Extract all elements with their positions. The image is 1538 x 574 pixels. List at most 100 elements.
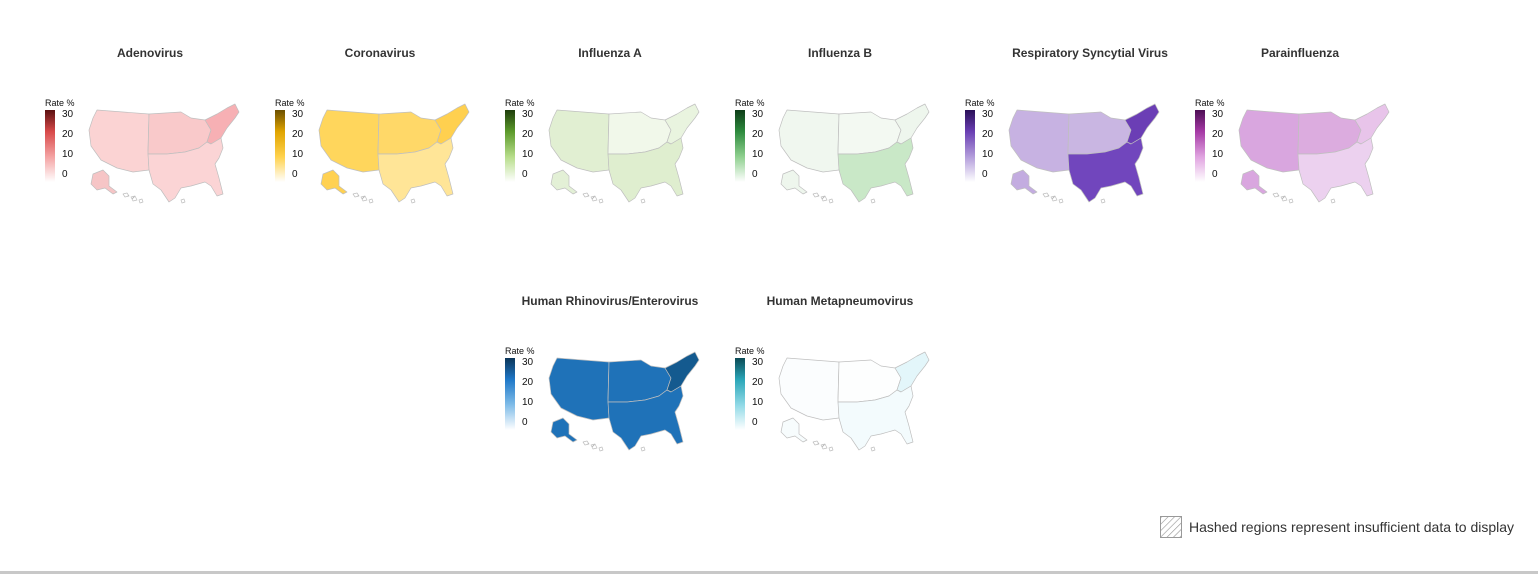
legend-tick: 20 xyxy=(522,129,534,140)
us-region-map xyxy=(548,103,700,204)
region-territories[interactable] xyxy=(640,198,646,204)
region-west[interactable] xyxy=(778,357,840,421)
legend-title: Rate % xyxy=(45,98,75,108)
region-territories[interactable] xyxy=(410,198,416,204)
map-title: Parainfluenza xyxy=(1260,46,1340,60)
map-title: Coronavirus xyxy=(344,46,416,60)
region-hawaii[interactable] xyxy=(582,192,604,204)
insufficient-data-note: Hashed regions represent insufficient da… xyxy=(1160,515,1514,539)
us-region-map xyxy=(318,103,470,204)
legend-tick: 0 xyxy=(982,169,988,180)
region-territories[interactable] xyxy=(640,446,646,452)
region-west[interactable] xyxy=(1238,109,1300,173)
region-south[interactable] xyxy=(1067,137,1144,203)
legend-title: Rate % xyxy=(1195,98,1225,108)
region-west[interactable] xyxy=(778,109,840,173)
legend-gradient xyxy=(735,110,745,182)
region-territories[interactable] xyxy=(870,446,876,452)
region-northeast[interactable] xyxy=(664,103,700,145)
map-title: Influenza A xyxy=(578,46,642,60)
legend-tick: 20 xyxy=(982,129,994,140)
map-panel: Coronavirus Rate % 30 20 10 0 xyxy=(275,46,495,236)
region-south[interactable] xyxy=(837,385,914,451)
region-alaska[interactable] xyxy=(90,169,118,195)
us-region-map xyxy=(1238,103,1390,204)
us-region-map xyxy=(778,103,930,204)
legend-tick: 0 xyxy=(752,169,758,180)
map-panel: Human Metapneumovirus Rate % 30 20 10 0 xyxy=(735,294,955,484)
map-title: Human Rhinovirus/Enterovirus xyxy=(521,294,699,308)
region-hawaii[interactable] xyxy=(1272,192,1294,204)
legend-tick: 30 xyxy=(982,109,994,120)
region-west[interactable] xyxy=(548,109,610,173)
region-territories[interactable] xyxy=(1100,198,1106,204)
legend-title: Rate % xyxy=(965,98,995,108)
legend-tick: 20 xyxy=(62,129,74,140)
legend-tick: 20 xyxy=(1212,129,1224,140)
region-west[interactable] xyxy=(1008,109,1070,173)
region-west[interactable] xyxy=(548,357,610,421)
us-region-map xyxy=(548,351,700,452)
region-northeast[interactable] xyxy=(434,103,470,145)
region-alaska[interactable] xyxy=(1240,169,1268,195)
region-territories[interactable] xyxy=(870,198,876,204)
region-hawaii[interactable] xyxy=(122,192,144,204)
region-northeast[interactable] xyxy=(664,351,700,393)
region-alaska[interactable] xyxy=(550,417,578,443)
color-legend: Rate % 30 20 10 0 xyxy=(275,98,315,188)
region-northeast[interactable] xyxy=(894,351,930,393)
legend-tick: 10 xyxy=(292,149,304,160)
region-territories[interactable] xyxy=(180,198,186,204)
region-alaska[interactable] xyxy=(780,417,808,443)
region-northeast[interactable] xyxy=(894,103,930,145)
region-alaska[interactable] xyxy=(550,169,578,195)
legend-tick: 30 xyxy=(1212,109,1224,120)
legend-tick: 20 xyxy=(292,129,304,140)
region-hawaii[interactable] xyxy=(812,440,834,452)
region-south[interactable] xyxy=(837,137,914,203)
region-hawaii[interactable] xyxy=(1042,192,1064,204)
legend-tick: 10 xyxy=(752,149,764,160)
legend-tick: 10 xyxy=(1212,149,1224,160)
legend-tick: 0 xyxy=(522,169,528,180)
region-south[interactable] xyxy=(147,137,224,203)
region-alaska[interactable] xyxy=(780,169,808,195)
region-hawaii[interactable] xyxy=(352,192,374,204)
region-south[interactable] xyxy=(377,137,454,203)
map-panel: Influenza A Rate % 30 20 10 0 xyxy=(505,46,725,236)
legend-gradient xyxy=(965,110,975,182)
region-west[interactable] xyxy=(318,109,380,173)
color-legend: Rate % 30 20 10 0 xyxy=(45,98,85,188)
legend-tick: 0 xyxy=(62,169,68,180)
legend-tick: 30 xyxy=(522,357,534,368)
legend-tick: 30 xyxy=(522,109,534,120)
legend-tick: 10 xyxy=(522,397,534,408)
region-territories[interactable] xyxy=(1330,198,1336,204)
region-northeast[interactable] xyxy=(204,103,240,145)
map-title: Respiratory Syncytial Virus xyxy=(1012,46,1168,60)
hatch-swatch-icon xyxy=(1160,516,1182,538)
region-northeast[interactable] xyxy=(1124,103,1160,145)
legend-tick: 30 xyxy=(752,109,764,120)
region-south[interactable] xyxy=(607,137,684,203)
region-west[interactable] xyxy=(88,109,150,173)
region-south[interactable] xyxy=(607,385,684,451)
color-legend: Rate % 30 20 10 0 xyxy=(965,98,1005,188)
region-alaska[interactable] xyxy=(320,169,348,195)
legend-tick: 20 xyxy=(752,129,764,140)
legend-tick: 10 xyxy=(752,397,764,408)
color-legend: Rate % 30 20 10 0 xyxy=(735,98,775,188)
region-northeast[interactable] xyxy=(1354,103,1390,145)
map-panel: Human Rhinovirus/Enterovirus Rate % 30 2… xyxy=(505,294,725,484)
legend-tick: 10 xyxy=(522,149,534,160)
region-hawaii[interactable] xyxy=(582,440,604,452)
color-legend: Rate % 30 20 10 0 xyxy=(505,346,545,436)
region-alaska[interactable] xyxy=(1010,169,1038,195)
legend-tick: 0 xyxy=(1212,169,1218,180)
region-hawaii[interactable] xyxy=(812,192,834,204)
legend-tick: 30 xyxy=(292,109,304,120)
region-south[interactable] xyxy=(1297,137,1374,203)
map-panel: Influenza B Rate % 30 20 10 0 xyxy=(735,46,955,236)
map-title: Adenovirus xyxy=(116,46,183,60)
bottom-border xyxy=(0,571,1538,574)
